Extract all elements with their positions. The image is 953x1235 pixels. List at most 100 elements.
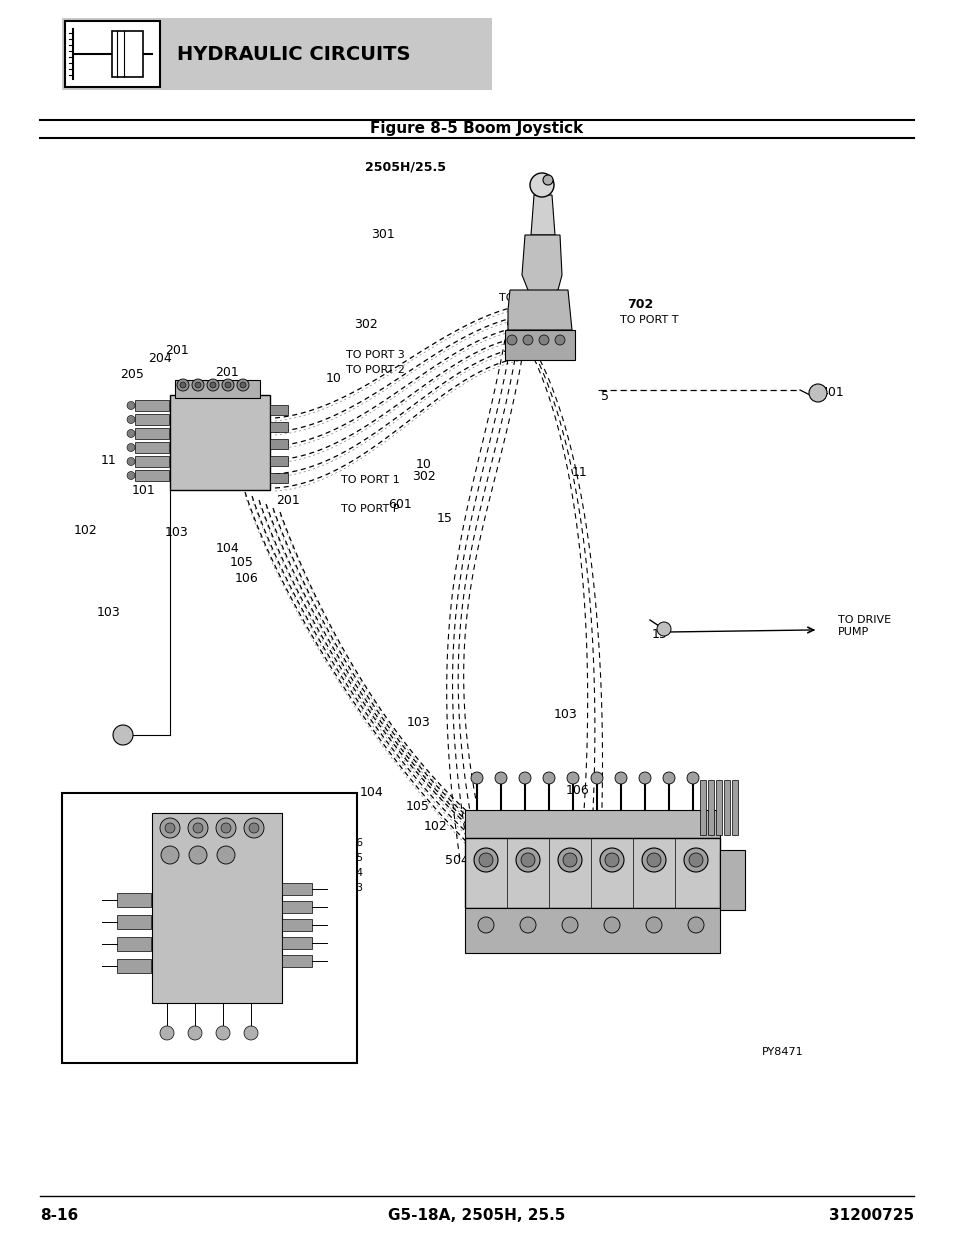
Circle shape	[478, 853, 493, 867]
Circle shape	[236, 379, 249, 391]
Text: 201: 201	[214, 366, 238, 378]
Bar	[282, 883, 312, 895]
Circle shape	[662, 772, 675, 784]
Text: 106: 106	[565, 783, 589, 797]
Bar	[464, 839, 720, 908]
Circle shape	[530, 173, 554, 198]
Text: 8-16: 8-16	[40, 1208, 78, 1223]
Text: 106: 106	[234, 572, 258, 584]
Text: 10: 10	[416, 458, 432, 472]
Circle shape	[188, 818, 208, 839]
Text: HYDRAULIC CIRCUITS: HYDRAULIC CIRCUITS	[177, 44, 410, 63]
Circle shape	[542, 772, 555, 784]
Text: TO PORT P7: TO PORT P7	[136, 864, 196, 876]
Circle shape	[599, 848, 623, 872]
Text: TO PORT P3: TO PORT P3	[302, 883, 363, 893]
Text: 101: 101	[600, 809, 624, 823]
Text: 401: 401	[820, 387, 842, 399]
Circle shape	[127, 472, 135, 479]
Text: 103: 103	[554, 709, 578, 721]
Bar	[282, 955, 312, 967]
Circle shape	[561, 918, 578, 932]
Text: 105: 105	[406, 799, 430, 813]
Text: 504: 504	[445, 853, 469, 867]
Text: TO PORT 1: TO PORT 1	[341, 475, 399, 485]
Circle shape	[538, 335, 548, 345]
Text: Figure 8-5 Boom Joystick: Figure 8-5 Boom Joystick	[370, 121, 583, 136]
Circle shape	[604, 853, 618, 867]
Text: TO DRIVE
PUMP: TO DRIVE PUMP	[837, 615, 890, 637]
Circle shape	[639, 772, 650, 784]
Bar	[270, 422, 288, 432]
Circle shape	[165, 823, 174, 832]
Text: 103: 103	[406, 716, 430, 730]
Text: TO PORT P8: TO PORT P8	[136, 848, 196, 860]
Bar	[270, 456, 288, 466]
Text: 702: 702	[626, 299, 653, 311]
Text: TO PORT T: TO PORT T	[619, 315, 678, 325]
Text: 102: 102	[73, 524, 97, 536]
Text: 11: 11	[100, 453, 116, 467]
Bar	[282, 919, 312, 931]
Circle shape	[127, 443, 135, 452]
Bar	[270, 473, 288, 483]
Circle shape	[161, 846, 179, 864]
Text: 102: 102	[423, 820, 447, 834]
Circle shape	[522, 335, 533, 345]
Circle shape	[495, 772, 506, 784]
Circle shape	[558, 848, 581, 872]
Text: TO PORT P2: TO PORT P2	[136, 902, 196, 911]
Circle shape	[215, 1026, 230, 1040]
Bar	[282, 937, 312, 948]
Circle shape	[688, 853, 702, 867]
Circle shape	[474, 848, 497, 872]
Circle shape	[222, 379, 233, 391]
Text: TO PORT P: TO PORT P	[341, 504, 399, 514]
Bar	[65, 21, 160, 86]
Bar	[112, 31, 143, 77]
Bar	[62, 793, 356, 1063]
Text: 10: 10	[326, 372, 341, 384]
Circle shape	[193, 823, 203, 832]
Circle shape	[112, 725, 132, 745]
Circle shape	[244, 818, 264, 839]
Polygon shape	[531, 195, 555, 235]
Circle shape	[188, 1026, 202, 1040]
Bar	[707, 781, 713, 835]
Circle shape	[240, 382, 246, 388]
Polygon shape	[521, 235, 561, 295]
Circle shape	[657, 622, 670, 636]
Circle shape	[687, 918, 703, 932]
Text: 601: 601	[388, 498, 412, 510]
Circle shape	[244, 1026, 257, 1040]
Circle shape	[603, 918, 619, 932]
Bar	[117, 893, 151, 906]
Bar	[174, 380, 260, 398]
Text: 201: 201	[275, 494, 299, 506]
Text: 105: 105	[230, 557, 253, 569]
Text: 103: 103	[165, 526, 189, 540]
Circle shape	[127, 457, 135, 466]
Circle shape	[210, 382, 215, 388]
Circle shape	[177, 379, 189, 391]
Bar	[62, 19, 492, 90]
Text: G5-18A, 2505H, 25.5: G5-18A, 2505H, 25.5	[388, 1208, 565, 1223]
Text: 501: 501	[640, 888, 664, 900]
Bar	[135, 400, 169, 411]
Text: 15: 15	[436, 511, 453, 525]
Text: PY8471: PY8471	[761, 1047, 803, 1057]
Text: 5: 5	[600, 389, 608, 403]
Circle shape	[506, 335, 517, 345]
Circle shape	[683, 848, 707, 872]
Bar	[135, 471, 169, 480]
Circle shape	[615, 772, 626, 784]
Bar	[504, 330, 575, 359]
Bar	[135, 456, 169, 467]
Circle shape	[808, 384, 826, 403]
Circle shape	[641, 848, 665, 872]
Bar	[700, 781, 705, 835]
Circle shape	[127, 430, 135, 437]
Bar	[720, 850, 744, 910]
Circle shape	[645, 918, 661, 932]
Text: TO PORT P4: TO PORT P4	[302, 868, 363, 878]
